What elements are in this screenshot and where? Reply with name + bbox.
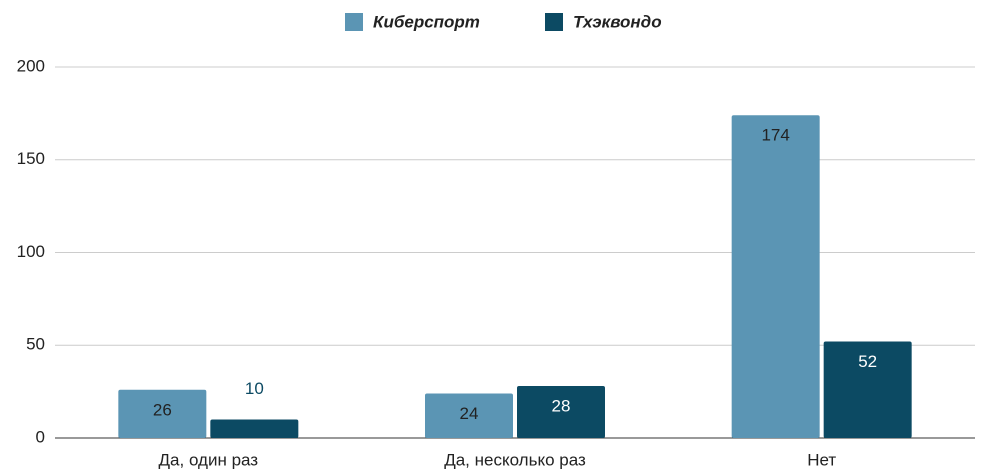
legend-text: Тхэквондо [573,12,662,31]
x-tick-label: Да, несколько раз [444,450,586,469]
bar [425,393,513,438]
bar [210,419,299,438]
y-tick-label: 150 [17,149,45,168]
y-tick-label: 100 [17,242,45,261]
data-label: 10 [245,379,264,398]
y-tick-label: 0 [36,427,45,446]
legend-text: Киберспорт [373,12,480,31]
data-label: 52 [858,352,877,371]
bar [118,389,207,438]
legend-swatch [545,13,563,31]
x-tick-label: Нет [807,450,836,469]
y-tick-label: 200 [17,56,45,75]
bar [517,386,605,438]
y-tick-label: 50 [26,335,45,354]
data-label: 26 [153,400,172,419]
data-label: 174 [761,126,789,145]
bar [731,115,820,438]
legend-swatch [345,13,363,31]
data-label: 28 [552,397,571,416]
bar [823,341,912,438]
x-tick-label: Да, один раз [159,450,259,469]
data-label: 24 [460,404,479,423]
